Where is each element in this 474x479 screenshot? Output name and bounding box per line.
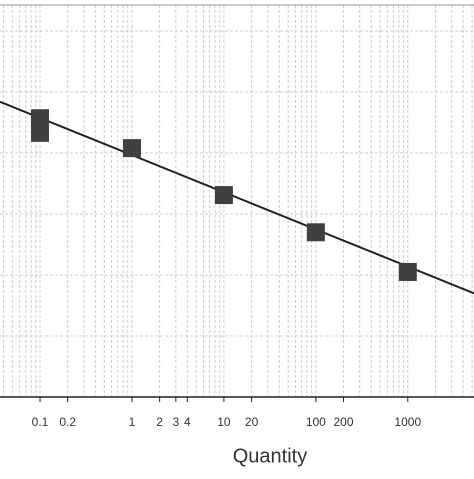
x-tick-label: 10 [217,415,231,429]
point [214,186,233,205]
point [398,262,417,281]
x-tick-label: 3 [172,415,179,429]
point [122,139,141,158]
x-tick-label: 1000 [394,415,421,429]
x-tick-label: 1 [129,415,136,429]
x-tick-label: 2 [156,415,163,429]
point [306,223,325,242]
x-tick-label: 4 [184,415,191,429]
x-tick-label: 0.1 [32,415,49,429]
x-tick-label: 100 [306,415,326,429]
x-tick-label: 20 [245,415,259,429]
x-axis-label: Quantity [233,445,307,467]
point [31,109,50,128]
point [31,123,50,142]
x-tick-label: 200 [334,415,354,429]
x-tick-label: 0.2 [59,415,76,429]
trend-line [0,100,474,295]
